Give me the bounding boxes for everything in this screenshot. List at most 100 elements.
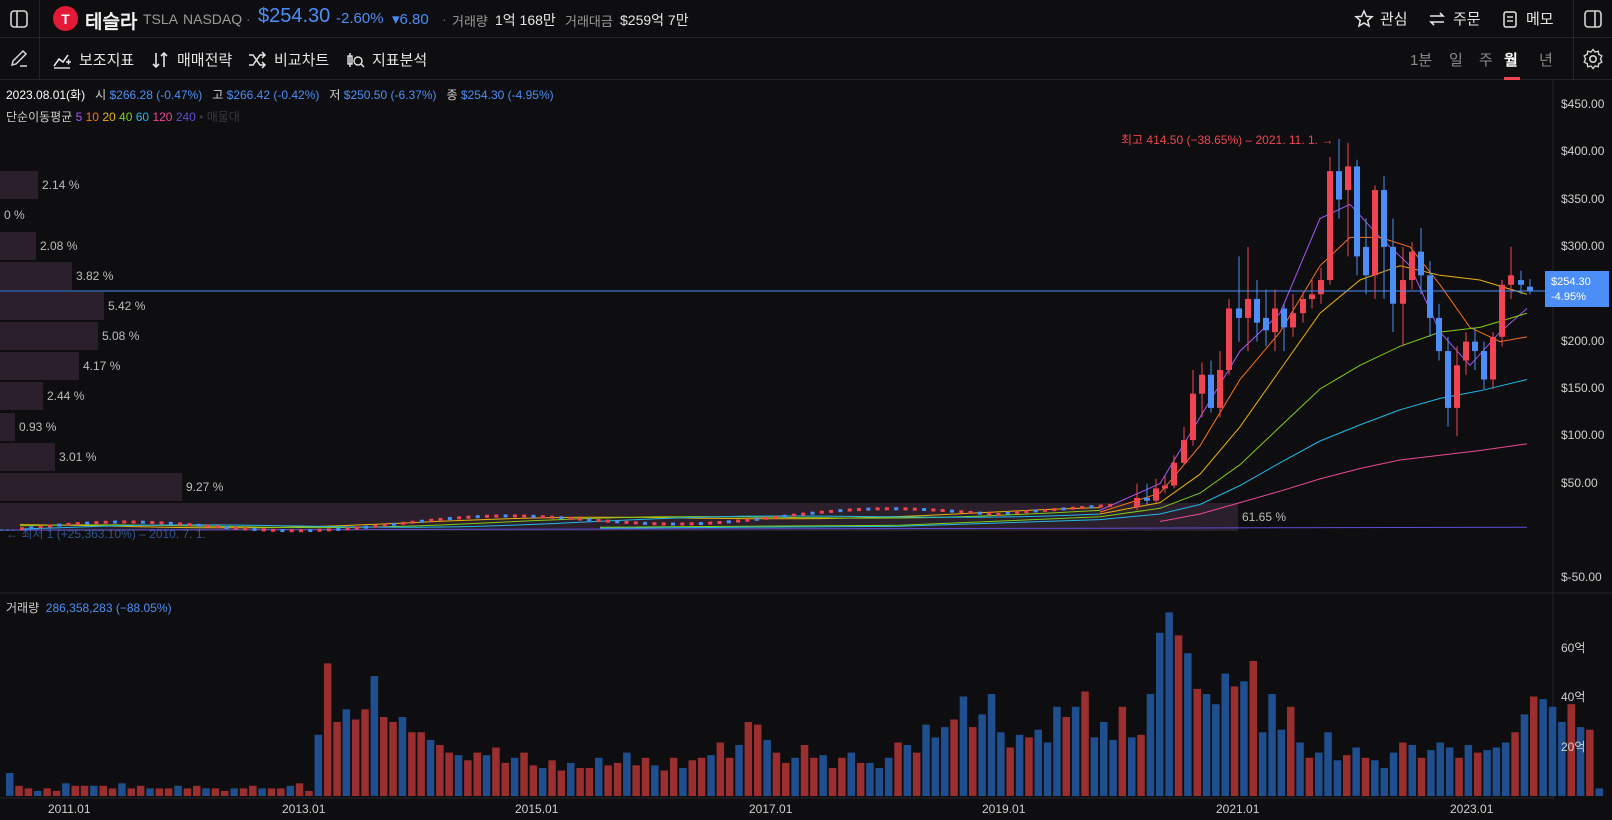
period-month[interactable]: 월 — [1504, 52, 1518, 69]
candle — [736, 519, 741, 523]
strategy-button[interactable]: 매매전략 — [150, 49, 232, 70]
ma-line — [599, 379, 1528, 529]
pencil-icon[interactable] — [8, 47, 30, 74]
period-day[interactable]: 일 — [1449, 52, 1463, 69]
volume-bar — [1221, 673, 1229, 796]
candle — [912, 507, 917, 511]
volume-bar — [969, 727, 977, 796]
volume-bar — [987, 694, 996, 796]
badge-change: -4.95% — [1551, 291, 1586, 303]
volume-bar — [613, 762, 622, 796]
volume-bar — [707, 755, 715, 796]
analysis-button[interactable]: 지표분석 — [345, 49, 427, 70]
volume-bar — [651, 765, 659, 796]
candle — [512, 514, 517, 518]
volume-bar — [912, 752, 921, 796]
volume-profile-bar — [0, 292, 104, 320]
candle — [122, 520, 127, 524]
ma-period-5: 5 — [75, 110, 83, 124]
volume-bar — [941, 727, 949, 796]
candle — [717, 521, 722, 525]
candle-body — [1309, 294, 1315, 299]
exchange-label: NASDAQ — [183, 11, 243, 27]
candle — [522, 514, 527, 518]
swap-arrows-icon — [1429, 11, 1445, 26]
volume-bar — [632, 765, 640, 796]
volume-bar — [1296, 742, 1304, 796]
volume-bar — [408, 732, 416, 796]
settings-gear-icon[interactable] — [1581, 47, 1605, 76]
volume-pane-label: 거래량 — [6, 601, 40, 615]
candle — [475, 515, 480, 519]
indicators-button[interactable]: 보조지표 — [52, 49, 134, 70]
candle — [671, 522, 675, 526]
candle — [652, 522, 657, 526]
volume-bar — [305, 790, 313, 796]
volume-bar — [1427, 750, 1435, 796]
candle-body — [1508, 275, 1514, 285]
period-1min[interactable]: 1분 — [1410, 52, 1433, 69]
time-axis-label: 2023.01 — [1450, 802, 1494, 816]
ohlc-date: 2023.08.01(화) — [6, 88, 86, 102]
volume-bar — [1128, 737, 1136, 796]
volume-bar — [875, 768, 883, 796]
candle-body — [1481, 351, 1487, 380]
candle-body — [1327, 171, 1333, 281]
ma-label: 단순이동평균 — [6, 110, 73, 124]
volume-bar — [342, 709, 351, 796]
volume-bar — [1202, 694, 1211, 796]
memo-button[interactable]: 메모 — [1500, 8, 1554, 29]
volume-bar — [959, 696, 968, 796]
candle — [782, 514, 787, 518]
volume-bar — [286, 785, 294, 796]
candle-body — [1400, 280, 1406, 304]
volume-bar — [838, 757, 846, 797]
candle — [940, 509, 945, 513]
candle — [857, 508, 861, 512]
volume-bar — [1343, 755, 1351, 796]
candle-body — [1409, 251, 1415, 281]
price-axis-label: $400.00 — [1561, 144, 1605, 159]
candle — [466, 515, 471, 519]
period-week[interactable]: 주 — [1479, 52, 1493, 69]
volume-bar — [688, 760, 696, 796]
moving-average-legend[interactable]: 단순이동평균 5 10 20 40 60 120 240 • 매물대 — [6, 108, 240, 125]
candle — [131, 520, 136, 524]
candle — [243, 527, 248, 531]
watch-button[interactable]: 관심 — [1354, 8, 1408, 29]
volume-bar — [361, 709, 369, 796]
candle — [224, 526, 229, 530]
volume-bar — [492, 747, 500, 796]
candle — [689, 522, 694, 526]
candle-body — [1162, 485, 1168, 489]
candle — [680, 522, 685, 526]
volume-bar — [538, 768, 547, 796]
candle — [503, 514, 508, 518]
candle — [605, 519, 610, 523]
sidebar-toggle-icon[interactable] — [8, 8, 30, 35]
candle — [745, 518, 750, 522]
compare-button[interactable]: 비교차트 — [247, 49, 329, 70]
volume-bar — [585, 768, 594, 796]
volume-bar — [1062, 717, 1070, 796]
volume-bar — [426, 739, 435, 796]
volume-bar — [473, 752, 481, 796]
order-button[interactable]: 주문 — [1427, 8, 1481, 29]
panel-toggle-icon[interactable] — [1582, 8, 1604, 35]
period-year[interactable]: 년 — [1539, 52, 1553, 69]
candle-body — [1472, 341, 1478, 352]
volume-bar — [1520, 714, 1529, 796]
separator-dot: · — [246, 11, 251, 27]
candle-body — [1527, 286, 1533, 291]
candle — [1052, 508, 1057, 512]
volume-bar — [1109, 739, 1117, 796]
candle — [884, 507, 889, 511]
candle — [1033, 509, 1038, 513]
candle — [271, 528, 276, 532]
candle — [326, 528, 331, 532]
volume-bar — [34, 790, 42, 796]
candle — [764, 516, 768, 520]
volume-bar — [1249, 660, 1257, 796]
ma-line — [1099, 236, 1528, 513]
